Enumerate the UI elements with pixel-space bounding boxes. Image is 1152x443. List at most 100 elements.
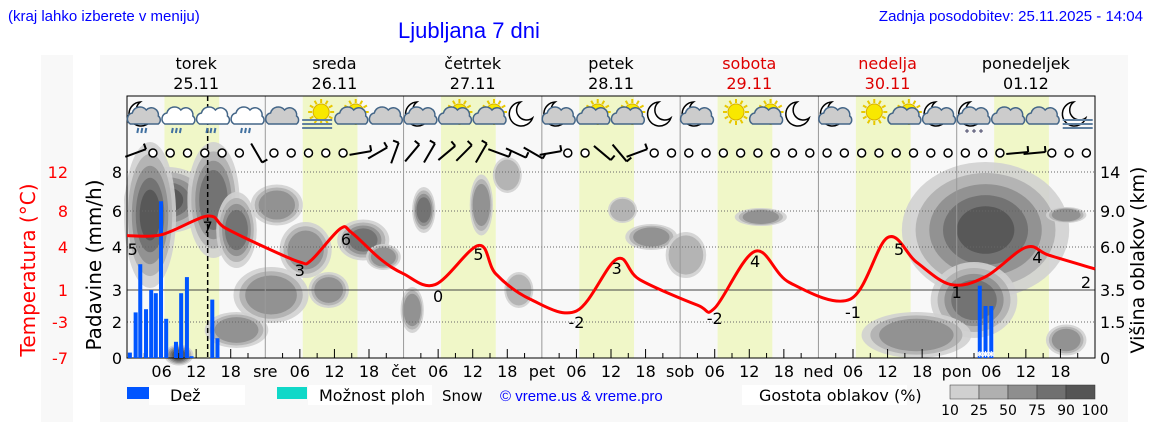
calm-wind-icon [649,148,659,158]
cloud-density-legend-label: Gostota oblakov (%) [759,386,922,405]
legend: Dež Možnost ploh Snow © vreme.us & vreme… [127,384,1108,419]
sun-cloud-icon [749,99,784,125]
legend-showers-swatch [277,387,307,399]
cloud-height-tick: 14 [1100,163,1120,182]
copyright-link[interactable]: © vreme.us & vreme.pro [500,388,663,405]
temperature-label: 7 [203,218,213,237]
cloud-density-level: 75 [1028,403,1046,419]
cloud-density-cell [633,227,670,247]
calm-wind-icon [580,148,590,158]
calm-wind-icon [303,148,314,158]
rain-bar [977,285,982,358]
calm-wind-icon [217,148,227,158]
cloud-icon [991,106,1026,125]
cloud-density-cell [879,318,954,352]
x-tick-hour: 18 [1050,362,1070,381]
wind-barb-icon [539,145,563,156]
moon-cloud-icon [921,101,957,127]
wind-barb-icon [423,139,436,164]
calm-wind-icon [148,148,158,158]
x-tick-hour: 12 [186,362,206,381]
x-tick-hour: 06 [151,362,171,381]
calm-wind-icon [321,148,331,158]
x-tick-hour: 18 [359,362,379,381]
cloud-density-cell [245,275,297,315]
sun-cloud-icon [887,99,922,125]
precip-tick: 0 [112,349,122,368]
calm-wind-icon [684,148,694,158]
wind-barb-icon [593,145,616,161]
calm-wind-icon [874,148,884,158]
cloud-height-tick: 9.0 [1100,202,1125,221]
day-name: torek [175,54,217,73]
daylight-band [579,96,635,358]
last-updated: Zadnja posodobitev: 25.11.2025 - 14:04 [879,8,1143,25]
wind-barb-icon [390,139,400,164]
rain-bar [133,312,138,358]
calm-wind-icon [943,148,953,158]
rain-bar [153,293,158,358]
rain-bar [215,338,220,358]
moon-icon [785,101,811,127]
cloud-height-tick: 6.0 [1100,238,1125,257]
rain-bar [184,277,189,358]
calm-wind-icon [977,148,988,158]
menu-hint[interactable]: (kraj lahko izberete v meniju) [8,8,200,25]
calm-wind-icon [718,148,729,158]
day-date: 27.11 [450,74,496,93]
calm-wind-icon [563,148,573,158]
rain-bar [144,309,149,358]
sun-cloud-icon [472,99,507,125]
cloud-density-swatch [949,384,980,400]
x-tick-hour: 18 [221,362,241,381]
wind-barb-icon [626,143,649,158]
cloud-density-cell [1051,208,1081,222]
cloud-height-tick: 1.5 [1100,313,1125,332]
daylight-band [717,96,773,358]
x-tick-day: pon [942,362,972,381]
cloud-density-cell [258,190,296,220]
temperature-label: 5 [128,240,138,259]
cloud-density-swatch [1065,384,1096,400]
calm-wind-icon [960,148,971,158]
calm-wind-icon [839,148,850,158]
calm-wind-icon [1081,148,1092,158]
calm-wind-icon [770,148,780,158]
calm-wind-icon [1047,148,1057,158]
rain-bar [983,306,988,358]
moon-cloud-icon [818,101,853,127]
temp-tick: -7 [52,349,68,368]
wind-barb-icon [367,141,389,160]
x-tick-day: sre [253,362,277,381]
snow-marker-icon [976,351,983,357]
x-tick-hour: 06 [705,362,725,381]
calm-wind-icon [822,148,832,158]
precip-axis-label: Padavine (mm/h) [82,179,106,350]
rain-bar [158,201,163,358]
cloud-density-cell [214,317,259,343]
cloud-density-cell [494,159,520,191]
temp-tick: 12 [48,163,68,182]
x-tick-hour: 12 [1016,362,1036,381]
temp-tick: 1 [58,281,68,300]
calm-wind-icon [182,148,193,158]
cloud-height-axis-label: Višina oblakov (km) [1127,167,1149,354]
precip-tick: 8 [112,163,122,182]
temperature-label: 0 [433,287,443,306]
cloud-rain-icon [195,106,231,134]
legend-showers-label: Možnost ploh [319,386,425,405]
calm-wind-icon [338,148,348,158]
wind-barb-icon [124,143,147,158]
rain-bar [138,264,143,358]
x-tick-hour: 12 [324,362,344,381]
x-tick-hour: 18 [912,362,932,381]
sun-cloud-icon [437,99,473,125]
temperature-label: 6 [341,230,351,249]
calm-wind-icon [753,148,763,158]
x-tick-hour: 12 [739,362,759,381]
moon-cloud-icon [403,101,438,127]
temp-tick: 4 [58,238,68,257]
rain-bar [149,290,154,358]
rain-bar [173,341,178,358]
